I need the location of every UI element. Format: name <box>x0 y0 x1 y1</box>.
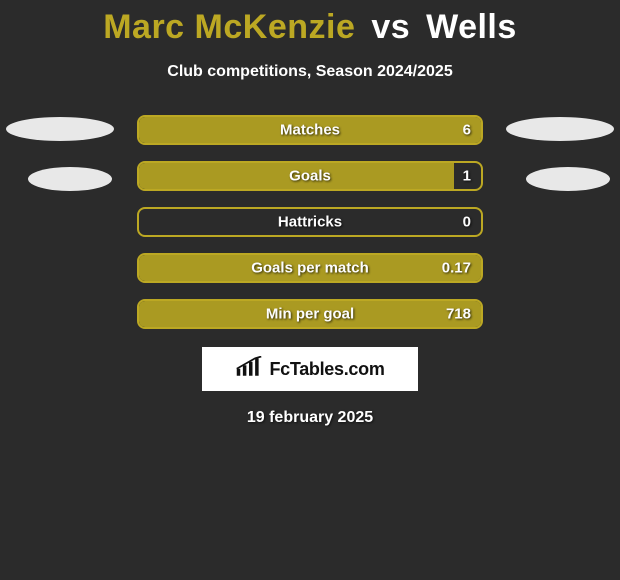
stat-label: Goals <box>289 168 331 185</box>
stat-value: 1 <box>463 168 471 185</box>
stat-value: 6 <box>463 122 471 139</box>
stat-bar: Goals 1 <box>137 161 483 191</box>
stat-label: Min per goal <box>266 306 354 323</box>
stats-stage: Matches 6 Goals 1 Hattricks 0 Goals per match 0… <box>0 115 620 329</box>
avatar-placeholder-left-2 <box>28 167 112 191</box>
stat-value: 718 <box>446 306 471 323</box>
stat-bar: Goals per match 0.17 <box>137 253 483 283</box>
stat-label: Hattricks <box>278 214 342 231</box>
stat-label: Matches <box>280 122 340 139</box>
player1-name: Marc McKenzie <box>103 8 355 46</box>
brand-box[interactable]: FcTables.com <box>202 347 418 391</box>
stat-bars: Matches 6 Goals 1 Hattricks 0 Goals per match 0… <box>137 115 483 329</box>
player2-name: Wells <box>426 8 517 46</box>
stat-bar: Min per goal 718 <box>137 299 483 329</box>
subtitle: Club competitions, Season 2024/2025 <box>0 63 620 81</box>
stat-bar: Hattricks 0 <box>137 207 483 237</box>
stat-label: Goals per match <box>251 260 369 277</box>
avatar-placeholder-left-1 <box>6 117 114 141</box>
vs-label: vs <box>371 8 410 46</box>
comparison-title: Marc McKenzie vs Wells <box>0 0 620 47</box>
stat-bar: Matches 6 <box>137 115 483 145</box>
brand-text: FcTables.com <box>269 359 384 380</box>
chart-icon <box>235 356 263 383</box>
snapshot-date: 19 february 2025 <box>0 409 620 427</box>
stat-value: 0.17 <box>442 260 471 277</box>
avatar-placeholder-right-1 <box>506 117 614 141</box>
avatar-placeholder-right-2 <box>526 167 610 191</box>
stat-value: 0 <box>463 214 471 231</box>
